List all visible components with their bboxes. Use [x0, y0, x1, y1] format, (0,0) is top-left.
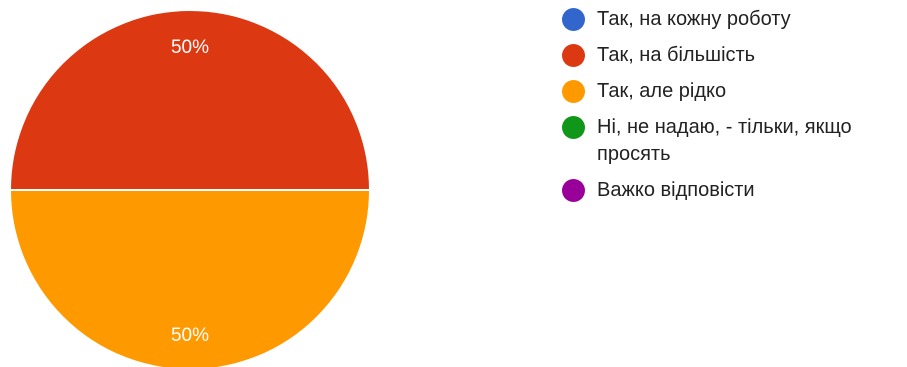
slice-value-label-2: 50% [171, 325, 209, 346]
legend: Так, на кожну роботу Так, на більшість Так… [562, 6, 907, 213]
legend-swatch-icon [562, 179, 585, 202]
legend-item-3[interactable]: Ні, не надаю, - тільки, якщо просять [562, 114, 907, 168]
legend-label: Так, на більшість [597, 44, 756, 66]
legend-label: Так, але рідко [597, 80, 727, 102]
legend-label: Важко відповісти [597, 179, 755, 201]
legend-swatch-icon [562, 44, 585, 67]
legend-item-2[interactable]: Так, але рідко [562, 78, 907, 105]
legend-item-4[interactable]: Важко відповісти [562, 177, 907, 204]
legend-label: Так, на кожну роботу [597, 8, 791, 30]
legend-swatch-icon [562, 80, 585, 103]
pie-chart: 50% 50% [8, 9, 372, 367]
legend-item-0[interactable]: Так, на кожну роботу [562, 6, 907, 33]
legend-swatch-icon [562, 8, 585, 31]
slice-value-label-1: 50% [171, 37, 209, 58]
legend-label: Ні, не надаю, - тільки, якщо просять [597, 116, 852, 165]
pie-slice-2[interactable] [8, 189, 372, 367]
legend-swatch-icon [562, 116, 585, 139]
pie-slice-1[interactable] [8, 9, 372, 191]
legend-item-1[interactable]: Так, на більшість [562, 42, 907, 69]
